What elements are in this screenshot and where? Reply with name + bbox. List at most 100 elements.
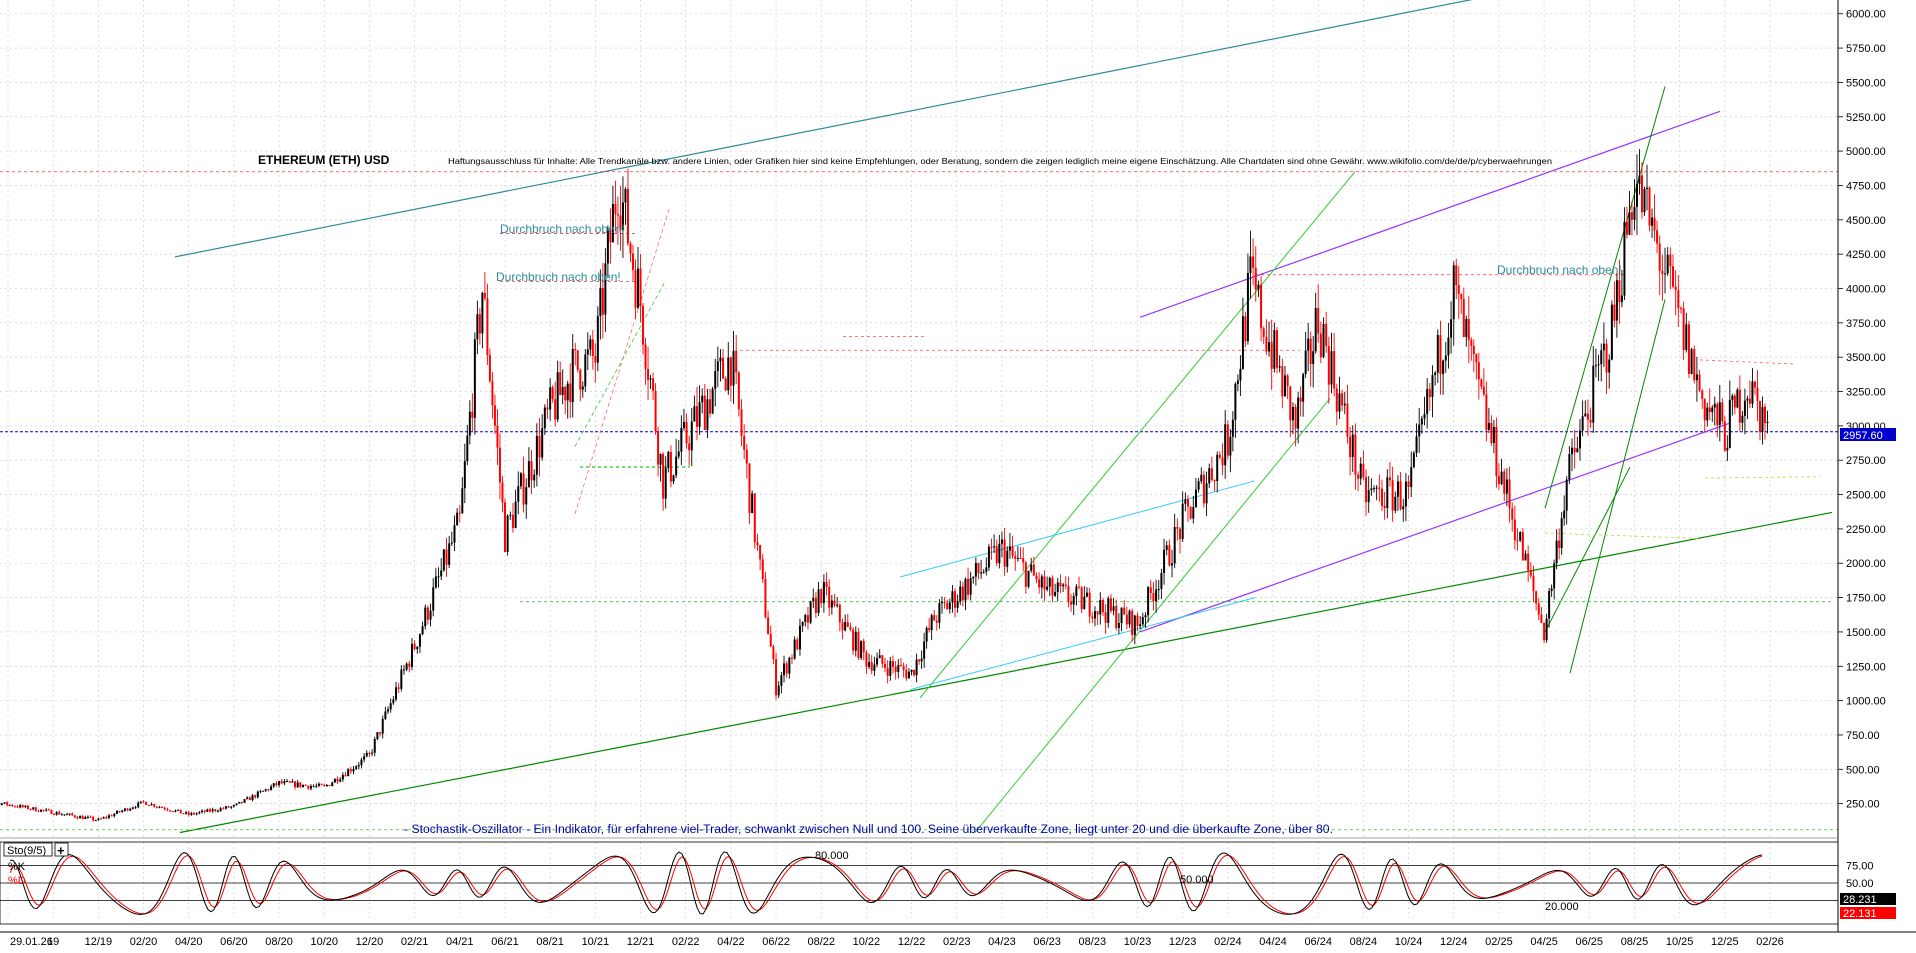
candle-body	[1376, 488, 1378, 489]
candle-body	[1195, 490, 1197, 507]
candle-body	[515, 502, 517, 528]
candle-body	[1030, 565, 1032, 571]
candle-body	[1626, 222, 1628, 235]
candle-body	[1273, 330, 1275, 369]
x-tick-label: 02/22	[672, 936, 700, 948]
candle-body	[1566, 480, 1568, 511]
candle-body	[975, 563, 977, 577]
candle-body	[823, 582, 825, 603]
candle-body	[756, 542, 758, 545]
candle-body	[329, 785, 331, 786]
candle-body	[911, 670, 913, 672]
candle-body	[1458, 285, 1460, 294]
candle-body	[1756, 388, 1758, 401]
candle-body	[1587, 414, 1589, 420]
candle-body	[1600, 350, 1602, 364]
candle-body	[1631, 212, 1633, 220]
candle-body	[1394, 497, 1396, 511]
y-tick-label: 3750.00	[1846, 318, 1886, 330]
candle-body	[637, 269, 639, 308]
candle-body	[273, 783, 275, 786]
candle-body	[820, 589, 822, 603]
x-tick-label: 08/20	[265, 936, 293, 948]
candle-body	[432, 587, 434, 610]
candle-body	[936, 621, 938, 623]
candle-body	[1352, 435, 1354, 457]
candle-body	[533, 475, 535, 481]
candle-body	[198, 812, 200, 813]
candle-body	[1384, 506, 1386, 508]
candle-body	[430, 611, 432, 620]
candle-body	[1263, 328, 1265, 337]
candle-body	[230, 807, 232, 808]
candle-body	[876, 658, 878, 664]
candle-body	[1078, 586, 1080, 587]
candle-body	[988, 547, 990, 568]
candle-body	[1043, 576, 1045, 589]
candle-body	[1509, 479, 1511, 508]
candle-body	[589, 339, 591, 349]
candle-body	[1386, 477, 1388, 508]
candle-body	[151, 804, 153, 805]
candle-body	[1, 803, 3, 804]
candle-body	[1751, 382, 1753, 404]
candle-body	[376, 732, 378, 739]
candle-body	[1344, 404, 1346, 406]
candle-body	[1229, 437, 1231, 456]
candle-body	[810, 601, 812, 622]
candle-body	[1129, 611, 1131, 625]
candle-body	[32, 807, 34, 809]
candle-body	[741, 409, 743, 436]
candle-body	[1033, 565, 1035, 576]
candle-body	[696, 406, 698, 427]
candle-body	[634, 270, 636, 308]
candle-body	[294, 781, 296, 787]
candle-body	[1086, 593, 1088, 597]
candle-body	[1661, 271, 1663, 274]
candle-body	[554, 399, 556, 419]
candle-body	[1091, 617, 1093, 619]
candle-body	[725, 378, 727, 390]
candle-body	[1724, 421, 1726, 450]
candle-body	[1305, 351, 1307, 374]
candle-body	[238, 802, 240, 804]
candle-body	[991, 547, 993, 548]
candle-body	[964, 579, 966, 601]
candle-body	[614, 204, 616, 214]
candle-body	[1524, 554, 1526, 561]
candle-body	[1110, 598, 1112, 611]
candle-body	[291, 781, 293, 782]
candle-body	[63, 814, 65, 815]
candle-body	[686, 422, 688, 444]
candle-body	[577, 350, 579, 370]
candle-body	[1636, 184, 1638, 207]
candle-body	[108, 815, 110, 817]
x-tick-label: 06/24	[1304, 936, 1332, 948]
y-tick-label: 6000.00	[1846, 9, 1886, 21]
candle-body	[1530, 570, 1532, 575]
candle-body	[1312, 351, 1314, 364]
candle-body	[217, 811, 219, 812]
candle-body	[1276, 330, 1278, 367]
candle-body	[528, 461, 530, 487]
candle-body	[868, 662, 870, 667]
candle-body	[77, 817, 79, 818]
candle-body	[826, 582, 828, 587]
x-tick-label: 10/21	[582, 936, 610, 948]
candle-body	[1216, 455, 1218, 481]
candle-body	[1381, 489, 1383, 506]
candle-body	[844, 622, 846, 630]
candle-body	[1357, 475, 1359, 479]
candle-body	[717, 361, 719, 371]
legend-d: %D	[8, 875, 26, 887]
candle-body	[1739, 390, 1741, 423]
candle-body	[962, 587, 964, 601]
candle-body	[1463, 299, 1465, 337]
x-tick-label: 04/22	[717, 936, 745, 948]
candle-body	[1654, 218, 1656, 231]
candle-body	[169, 810, 171, 811]
candle-body	[1485, 394, 1487, 429]
candle-body	[225, 806, 227, 808]
candle-body	[996, 546, 998, 563]
